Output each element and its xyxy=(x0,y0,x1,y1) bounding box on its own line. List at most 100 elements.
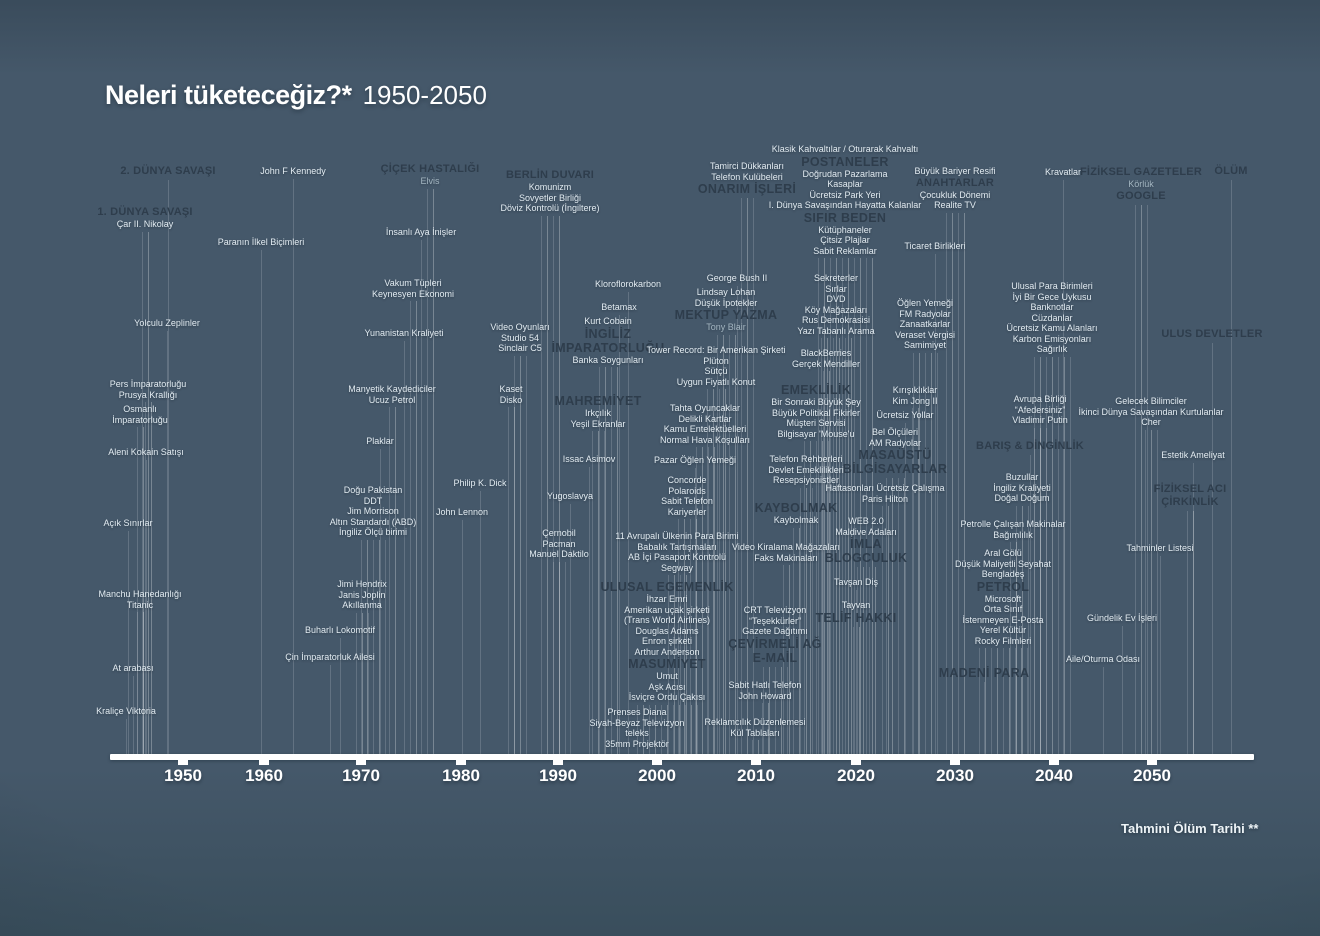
item-label: Bir Sonraki Büyük Şey xyxy=(771,397,861,407)
item-label: DDT xyxy=(363,495,383,506)
item-label: Körlük xyxy=(1128,179,1154,189)
item-label: Ulusal Para Birimleri xyxy=(1011,281,1093,291)
axis-year-label: 1990 xyxy=(539,766,577,785)
axis-year-label: 1960 xyxy=(245,766,283,785)
timeline-item: 11 Avrupalı Ülkenin Para Birimi Babalık T… xyxy=(615,531,738,573)
item-label: Gazete Dağıtımı xyxy=(742,626,808,636)
item-label: Buzullar xyxy=(1005,472,1039,482)
item-label: Bengladeş xyxy=(981,569,1025,579)
axis-tick xyxy=(1049,760,1059,765)
timeline-item: Buzullar İngiliz Kraliyeti Doğal Doğum xyxy=(993,472,1051,504)
timeline-item: MAHREMİYET Irkçılık Yeşil Ekranlar xyxy=(554,394,641,429)
item-label: Ücretsiz Kamu Alanları xyxy=(1006,323,1098,333)
item-guide-line xyxy=(1122,625,1123,754)
item-label: Kravatlar xyxy=(1044,167,1082,177)
item-header-label: SIFIR BEDEN xyxy=(803,210,887,225)
axis-tick xyxy=(652,760,662,765)
item-label: Büyük Politikal Fikirler xyxy=(771,407,861,418)
item-label: Reklamcılık Düzenlemesi xyxy=(704,717,806,727)
timeline-item: John Lennon xyxy=(436,507,488,518)
item-label: İstenmeyen E-Posta xyxy=(962,614,1044,625)
axis-tick xyxy=(751,760,761,765)
item-label: Karbon Emisyonları xyxy=(1012,333,1092,344)
item-label: 35mm Projektör xyxy=(605,738,669,749)
item-guide-line xyxy=(361,539,362,754)
item-guide-line xyxy=(1015,648,1016,754)
timeline-item: Manyetik Kaydediciler Ucuz Petrol xyxy=(348,384,436,405)
item-label: George Bush II xyxy=(706,273,768,283)
item-guide-line xyxy=(514,407,515,754)
item-guide-line xyxy=(758,740,759,754)
item-label: “Teşekkürler” xyxy=(748,615,802,626)
item-label: Prusya Krallığı xyxy=(118,389,178,400)
item-label: Çitsiz Plajlar xyxy=(820,235,870,245)
item-header-label: BARIŞ & DİNGİNLİK xyxy=(976,440,1084,452)
item-header-label: MAHREMİYET xyxy=(554,394,642,408)
timeline-item: Ücretsiz Yollar xyxy=(876,410,933,421)
item-guide-line xyxy=(1009,648,1010,754)
item-label: teleks xyxy=(625,728,649,738)
item-label: Bel Ölçüleri xyxy=(871,427,919,437)
item-label: Banknotlar xyxy=(1030,302,1074,312)
item-header-label: GOOGLE xyxy=(1116,189,1166,202)
item-guide-line xyxy=(261,249,262,754)
item-guide-line xyxy=(373,539,374,754)
timeline-item: Estetik Ameliyat xyxy=(1161,450,1225,461)
timeline-item: Ulusal Para Birimleri İyi Bir Gece Uykusu… xyxy=(1006,281,1097,355)
timeline-item: Concorde Polaroids Sabit Telefon Kariyerler xyxy=(661,475,713,517)
item-label: Video Kiralama Mağazaları xyxy=(732,542,840,552)
item-label: Kütüphaneler xyxy=(818,224,872,235)
item-label: Gündelik Ev İşleri xyxy=(1086,613,1158,623)
item-guide-line xyxy=(685,704,686,754)
item-label: John F Kennedy xyxy=(260,166,326,176)
item-label: Yolculu Zeplinler xyxy=(134,318,200,328)
item-guide-line xyxy=(293,178,294,754)
item-label: Estetik Ameliyat xyxy=(1161,450,1225,460)
item-guide-line xyxy=(869,567,870,754)
item-label: Öğlen Yemeği xyxy=(896,298,954,308)
item-header-label: 2. DÜNYA SAVAŞI xyxy=(120,165,216,177)
timeline-item: Öğlen Yemeği FM Radyolar Zanaatkarlar Veras… xyxy=(895,298,955,351)
item-label: Vladimir Putin xyxy=(1012,415,1068,425)
timeline-item: Haftasonları Ücretsiz Çalışma Paris Hilto… xyxy=(825,483,944,504)
item-label: Avrupa Birliği xyxy=(1013,394,1067,404)
item-guide-line xyxy=(385,539,386,754)
item-guide-line xyxy=(143,612,144,754)
title-year-range: 1950-2050 xyxy=(362,80,487,110)
item-label: Manyetik Kaydediciler xyxy=(348,384,436,394)
axis-year-label: 2000 xyxy=(638,766,676,785)
item-header-label: BERLİN DUVARI xyxy=(506,169,594,181)
item-guide-line xyxy=(691,704,692,754)
item-guide-line xyxy=(1145,429,1146,754)
axis-bar xyxy=(110,754,1254,760)
item-label: Babalık Tartışmaları xyxy=(637,541,717,552)
timeline-item: FİZİKSEL GAZETELER Körlük GOOGLE xyxy=(1080,166,1202,203)
item-label: Ucuz Petrol xyxy=(368,394,416,405)
timeline-item: Tower Record: Bir Amerikan Şirketi Plüton… xyxy=(646,345,785,387)
axis-year-label: 2010 xyxy=(737,766,775,785)
item-label: Zanaatkarlar xyxy=(899,319,951,329)
page-title: Neleri tüketeceğiz?* 1950-2050 xyxy=(105,80,487,111)
item-guide-line xyxy=(1070,356,1071,754)
item-label: Müşteri Servisi xyxy=(786,418,846,428)
item-guide-line xyxy=(985,648,986,754)
item-label: Pers İmparatorluğu xyxy=(109,379,187,389)
item-header-label: TELİF HAKKI xyxy=(815,610,897,625)
timeline-item: Kaset Disko xyxy=(499,384,522,405)
item-label: Düşük Maliyetli Seyahat xyxy=(954,558,1052,569)
item-label: Çernobil xyxy=(542,528,576,538)
axis-year-label: 2050 xyxy=(1133,766,1171,785)
item-guide-line xyxy=(752,740,753,754)
title-main: Neleri tüketeceğiz?* xyxy=(105,80,352,110)
item-label: Orta Sınıf xyxy=(983,604,1023,614)
item-guide-line xyxy=(553,215,554,754)
item-guide-line xyxy=(565,561,566,754)
item-header-label: ÇİRKİNLİK xyxy=(1161,496,1219,508)
item-guide-line xyxy=(427,188,428,754)
item-label: Sütçü xyxy=(704,366,728,376)
item-label: Disko xyxy=(499,394,523,405)
item-guide-line xyxy=(1157,429,1158,754)
timeline-item: Sabit Hatlı Telefon John Howard xyxy=(729,680,802,701)
